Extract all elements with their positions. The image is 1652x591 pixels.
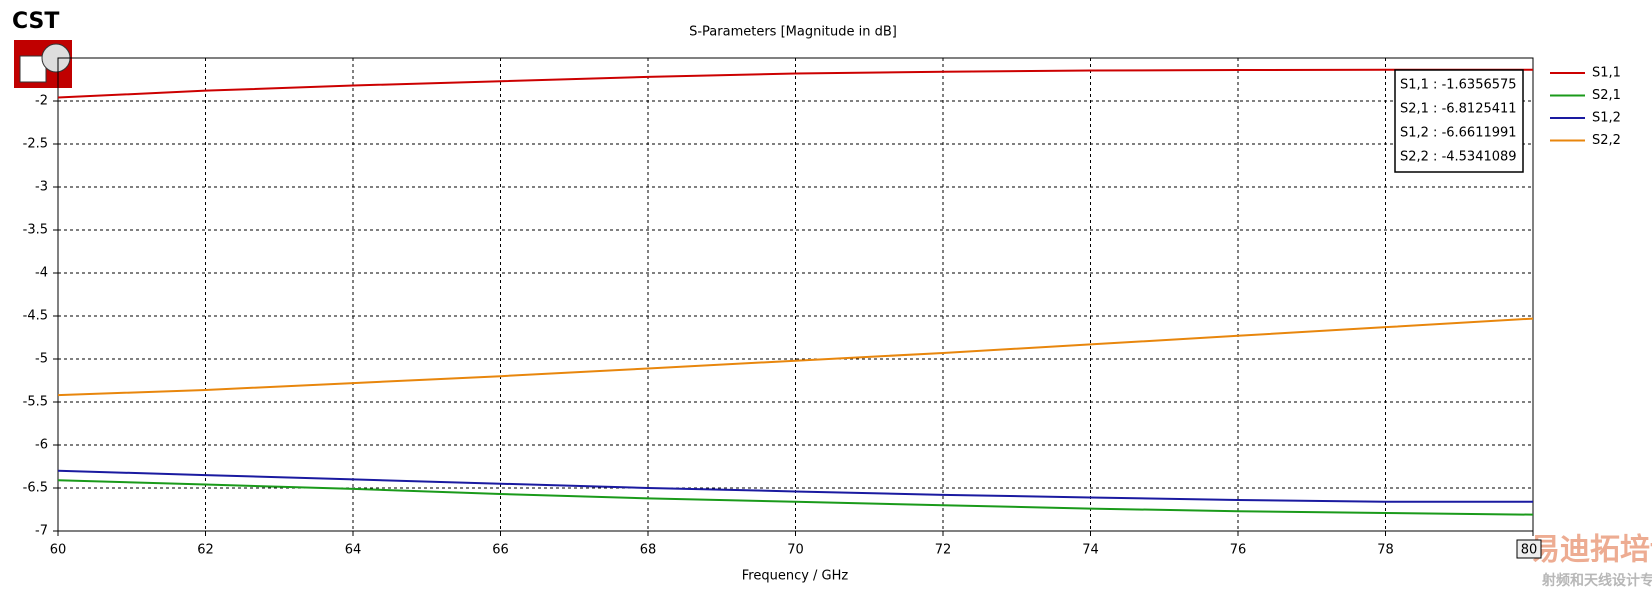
x-tick-box [1516, 539, 1542, 559]
legend-label: S2,2 [1592, 133, 1621, 148]
x-tick-label: 72 [935, 543, 952, 558]
y-tick-label: -3 [35, 180, 48, 195]
plot-frame [57, 57, 1534, 532]
x-tick-label: 78 [1377, 543, 1394, 558]
x-axis-label: Frequency / GHz [742, 569, 849, 584]
series-line [57, 68, 1534, 99]
y-tick-label: -4 [35, 266, 48, 281]
marker-label: S1,1 : -1.6356575 [1400, 78, 1517, 93]
y-tick-label: -6 [35, 438, 48, 453]
marker-label: S1,2 : -6.6611991 [1400, 126, 1517, 141]
x-tick-label: 62 [197, 543, 214, 558]
series-line [57, 479, 1534, 516]
y-tick-label: -2 [35, 94, 48, 109]
x-tick-label: 64 [345, 543, 362, 558]
x-tick-label: 66 [492, 543, 509, 558]
legend-label: S1,2 [1592, 111, 1621, 126]
y-tick-label: -6.5 [23, 481, 48, 496]
marker-label: S2,2 : -4.5341089 [1400, 150, 1517, 165]
y-tick-label: -5.5 [23, 395, 48, 410]
y-tick-label: -7 [35, 524, 48, 539]
watermark: 射频和天线设计专家 [1541, 572, 1652, 589]
watermark: 易迪拓培训 [1530, 533, 1652, 568]
x-tick-label: 68 [640, 543, 657, 558]
x-tick-label: 74 [1082, 543, 1099, 558]
logo-text: CST [12, 9, 59, 34]
y-tick-label: -2.5 [23, 137, 48, 152]
series-line [57, 469, 1533, 503]
legend-label: S2,1 [1592, 88, 1621, 103]
legend-label: S1,1 [1592, 66, 1621, 81]
y-tick-label: -5 [35, 352, 48, 367]
y-tick-label: -3.5 [23, 223, 48, 238]
y-tick-label: -4.5 [23, 309, 48, 324]
marker-box [1394, 69, 1524, 173]
series-line [57, 317, 1534, 397]
chart-title: S-Parameters [Magnitude in dB] [689, 25, 897, 40]
x-tick-label: 76 [1230, 543, 1247, 558]
marker-label: S2,1 : -6.8125411 [1400, 102, 1517, 117]
x-tick-label: 80 [1521, 543, 1538, 558]
logo-icon [14, 40, 72, 88]
x-tick-label: 60 [50, 543, 67, 558]
x-tick-label: 70 [787, 543, 804, 558]
